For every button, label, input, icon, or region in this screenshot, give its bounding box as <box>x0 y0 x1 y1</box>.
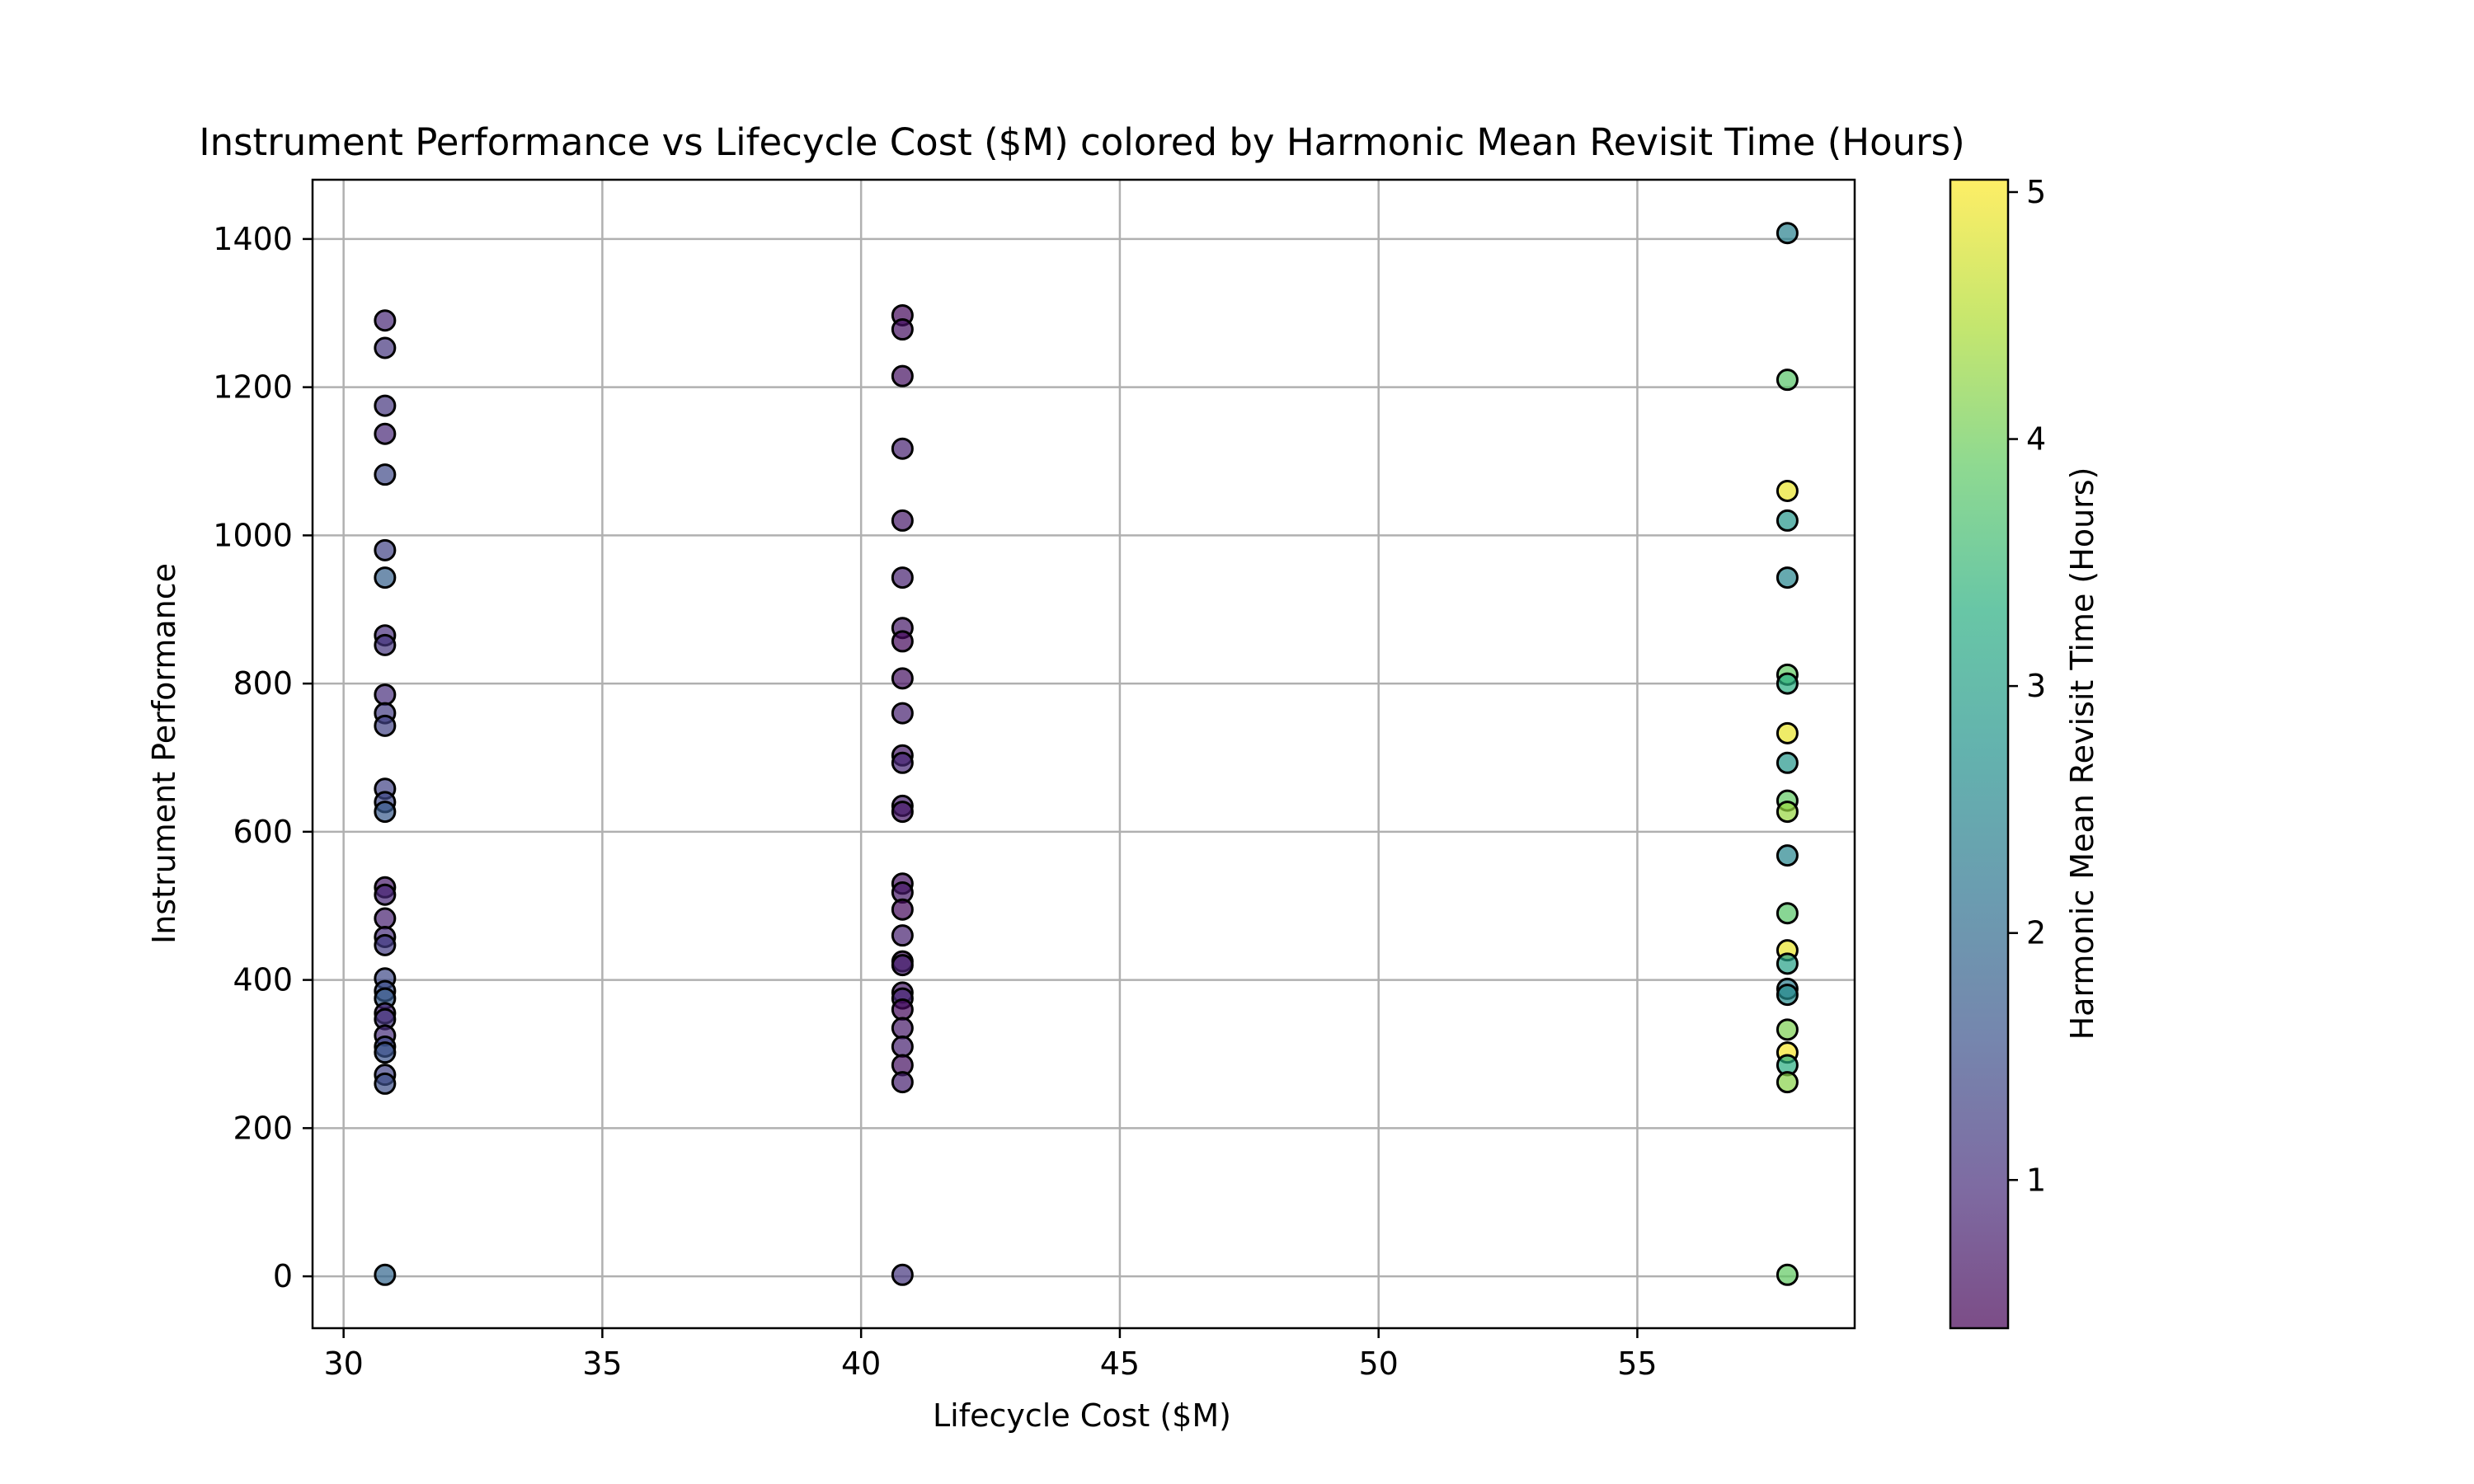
data-points <box>374 222 1799 1286</box>
data-point <box>1776 479 1799 502</box>
data-point <box>374 394 397 417</box>
y-axis-label: Instrument Performance <box>146 563 182 944</box>
data-point <box>1776 984 1799 1007</box>
x-axis-label: Lifecycle Cost ($M) <box>933 1397 1231 1434</box>
colorbar-tick-label: 5 <box>2026 174 2046 210</box>
y-tick-label: 1400 <box>213 221 293 257</box>
data-point <box>891 1035 914 1058</box>
data-point <box>1776 751 1799 774</box>
colorbar: 1 2 3 4 5 Harmonic Mean Revisit Time (Hours) <box>1949 174 2100 1330</box>
data-point <box>1776 509 1799 532</box>
data-point <box>891 1017 914 1040</box>
data-point <box>374 633 397 656</box>
data-point <box>1776 844 1799 867</box>
colorbar-tick-label: 2 <box>2026 915 2046 951</box>
chart-title: Instrument Performance vs Lifecycle Cost… <box>199 120 1964 164</box>
colorbar-tick-label: 1 <box>2026 1162 2046 1198</box>
x-axis-ticks: 30 35 40 45 50 55 <box>323 1328 1658 1382</box>
data-point <box>891 566 914 589</box>
data-point <box>1776 672 1799 695</box>
data-point <box>1776 952 1799 975</box>
data-point <box>374 336 397 359</box>
data-point <box>891 898 914 921</box>
data-point <box>374 538 397 561</box>
data-point <box>1776 1071 1799 1094</box>
y-tick-label: 400 <box>233 962 293 998</box>
data-point <box>374 683 397 707</box>
data-point <box>1776 369 1799 392</box>
data-point <box>891 801 914 824</box>
data-point <box>891 998 914 1021</box>
colorbar-ticks: 1 2 3 4 5 <box>2008 174 2046 1198</box>
data-point <box>891 318 914 341</box>
data-point <box>891 702 914 725</box>
data-point <box>374 801 397 824</box>
x-tick-label: 45 <box>1100 1345 1140 1382</box>
data-point <box>374 1041 397 1064</box>
y-tick-label: 200 <box>233 1110 293 1146</box>
x-tick-label: 50 <box>1359 1345 1399 1382</box>
data-point <box>1776 801 1799 824</box>
grid-lines <box>313 180 1855 1328</box>
y-tick-label: 0 <box>273 1258 293 1294</box>
data-point <box>374 422 397 445</box>
data-point <box>891 1071 914 1094</box>
y-tick-label: 800 <box>233 665 293 702</box>
y-tick-label: 1000 <box>213 517 293 553</box>
data-point <box>374 933 397 956</box>
data-point <box>891 751 914 774</box>
colorbar-gradient <box>1949 178 2010 1330</box>
data-point <box>891 954 914 977</box>
y-axis-ticks: 0 200 400 600 800 1000 1200 1400 <box>213 221 313 1294</box>
data-point <box>374 714 397 737</box>
x-tick-label: 55 <box>1617 1345 1657 1382</box>
data-point <box>374 463 397 486</box>
data-point <box>891 509 914 532</box>
data-point <box>1776 1263 1799 1286</box>
data-point <box>891 1263 914 1286</box>
plot-area-frame <box>311 178 1856 1330</box>
data-point <box>891 630 914 653</box>
data-point <box>891 437 914 460</box>
y-tick-label: 1200 <box>213 369 293 406</box>
data-point <box>374 566 397 589</box>
data-point <box>374 883 397 906</box>
data-point <box>1776 222 1799 245</box>
data-point <box>891 667 914 690</box>
data-point <box>1776 1018 1799 1041</box>
data-point <box>374 309 397 332</box>
x-tick-label: 40 <box>841 1345 881 1382</box>
data-point <box>891 924 914 947</box>
colorbar-label: Harmonic Mean Revisit Time (Hours) <box>2064 467 2100 1040</box>
data-point <box>1776 566 1799 589</box>
data-point <box>374 1072 397 1095</box>
x-tick-label: 35 <box>582 1345 622 1382</box>
colorbar-tick-label: 4 <box>2026 421 2046 458</box>
data-point <box>891 364 914 387</box>
x-tick-label: 30 <box>323 1345 363 1382</box>
colorbar-tick-label: 3 <box>2026 668 2046 704</box>
y-tick-label: 600 <box>233 814 293 850</box>
data-point <box>374 907 397 930</box>
data-point <box>374 1263 397 1286</box>
data-point <box>1776 721 1799 744</box>
data-point <box>1776 902 1799 925</box>
